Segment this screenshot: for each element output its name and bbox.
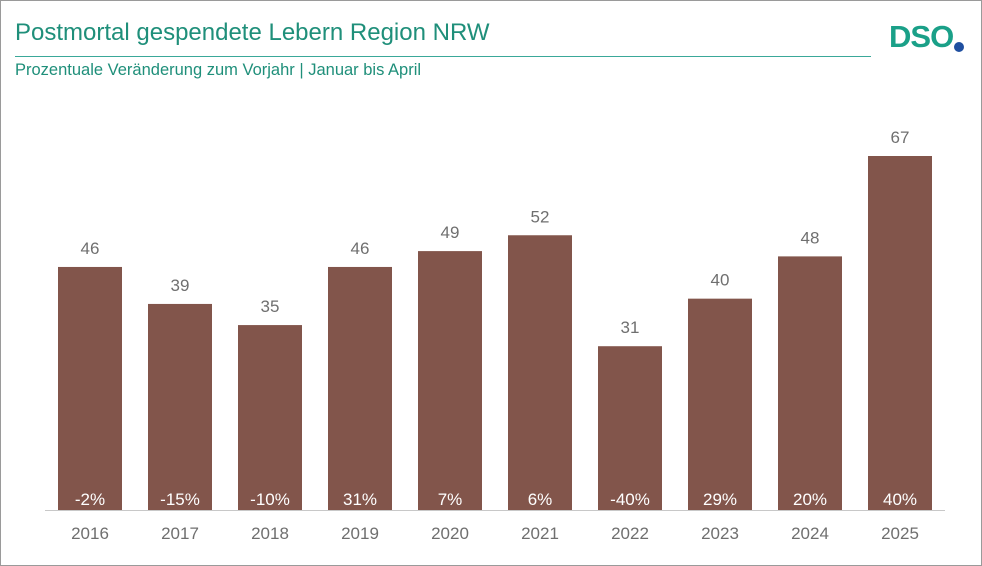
- bars-layer: 46 -2% 2016 39 -15% 2017 35 -10% 2018 46 31% 2019 49…: [58, 128, 932, 543]
- value-label: 40: [711, 271, 730, 290]
- x-tick-label: 2018: [251, 524, 289, 543]
- chart-title: Postmortal gespendete Lebern Region NRW: [15, 19, 490, 46]
- change-label: -15%: [160, 490, 200, 509]
- change-label: 31%: [343, 490, 377, 509]
- dso-logo: DSO: [889, 19, 969, 57]
- change-label: -2%: [75, 490, 105, 509]
- logo-text: DSO: [889, 19, 954, 54]
- value-label: 49: [441, 223, 460, 242]
- x-tick-label: 2025: [881, 524, 919, 543]
- bar: [58, 266, 122, 510]
- bar: [778, 256, 842, 510]
- value-label: 35: [261, 297, 280, 316]
- change-label: -40%: [610, 490, 650, 509]
- x-tick-label: 2019: [341, 524, 379, 543]
- chart-subtitle: Prozentuale Veränderung zum Vorjahr | Ja…: [15, 61, 422, 79]
- bar: [688, 298, 752, 510]
- value-label: 46: [351, 239, 370, 258]
- bar: [328, 266, 392, 510]
- bar: [238, 325, 302, 510]
- value-label: 48: [801, 228, 820, 247]
- value-label: 46: [81, 239, 100, 258]
- bar: [418, 251, 482, 510]
- change-label: 6%: [528, 490, 553, 509]
- value-label: 31: [621, 318, 640, 337]
- bar: [148, 303, 212, 510]
- value-label: 39: [171, 276, 190, 295]
- change-label: -10%: [250, 490, 290, 509]
- change-label: 29%: [703, 490, 737, 509]
- x-tick-label: 2020: [431, 524, 469, 543]
- value-label: 52: [531, 207, 550, 226]
- change-label: 40%: [883, 490, 917, 509]
- x-tick-label: 2023: [701, 524, 739, 543]
- logo-dot-icon: [954, 42, 964, 52]
- bar: [868, 156, 932, 510]
- x-tick-label: 2024: [791, 524, 829, 543]
- x-tick-label: 2016: [71, 524, 109, 543]
- x-tick-label: 2017: [161, 524, 199, 543]
- x-tick-label: 2021: [521, 524, 559, 543]
- change-label: 20%: [793, 490, 827, 509]
- x-tick-label: 2022: [611, 524, 649, 543]
- bar: [598, 346, 662, 510]
- value-label: 67: [891, 128, 910, 147]
- bar: [508, 235, 572, 511]
- title-divider: [15, 56, 871, 57]
- change-label: 7%: [438, 490, 463, 509]
